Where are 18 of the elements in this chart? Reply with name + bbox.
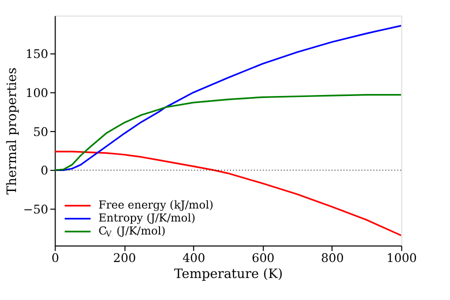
- x-tick-label: 200: [113, 250, 136, 265]
- x-tick-label: 600: [252, 250, 275, 265]
- y-tick-label: −50: [23, 202, 48, 217]
- y-tick-label: 0: [40, 164, 48, 178]
- x-axis-title: Temperature (K): [174, 266, 283, 282]
- y-tick-label: 50: [33, 124, 48, 139]
- y-tick-label: 100: [25, 86, 48, 100]
- legend-label: Free energy (kJ/mol): [98, 198, 214, 212]
- x-tick-label: 0: [51, 250, 60, 265]
- legend-label: Entropy (J/K/mol): [98, 212, 196, 225]
- line-series: [54, 94, 402, 171]
- y-tick-label: 150: [25, 47, 48, 62]
- x-tick-label: 1000: [386, 250, 417, 265]
- x-tick-label: 800: [321, 250, 344, 265]
- line-series: [54, 24, 402, 171]
- y-axis-title: Thermal properties: [5, 68, 20, 195]
- x-tick-label: 400: [182, 250, 206, 265]
- line-series: [54, 150, 402, 236]
